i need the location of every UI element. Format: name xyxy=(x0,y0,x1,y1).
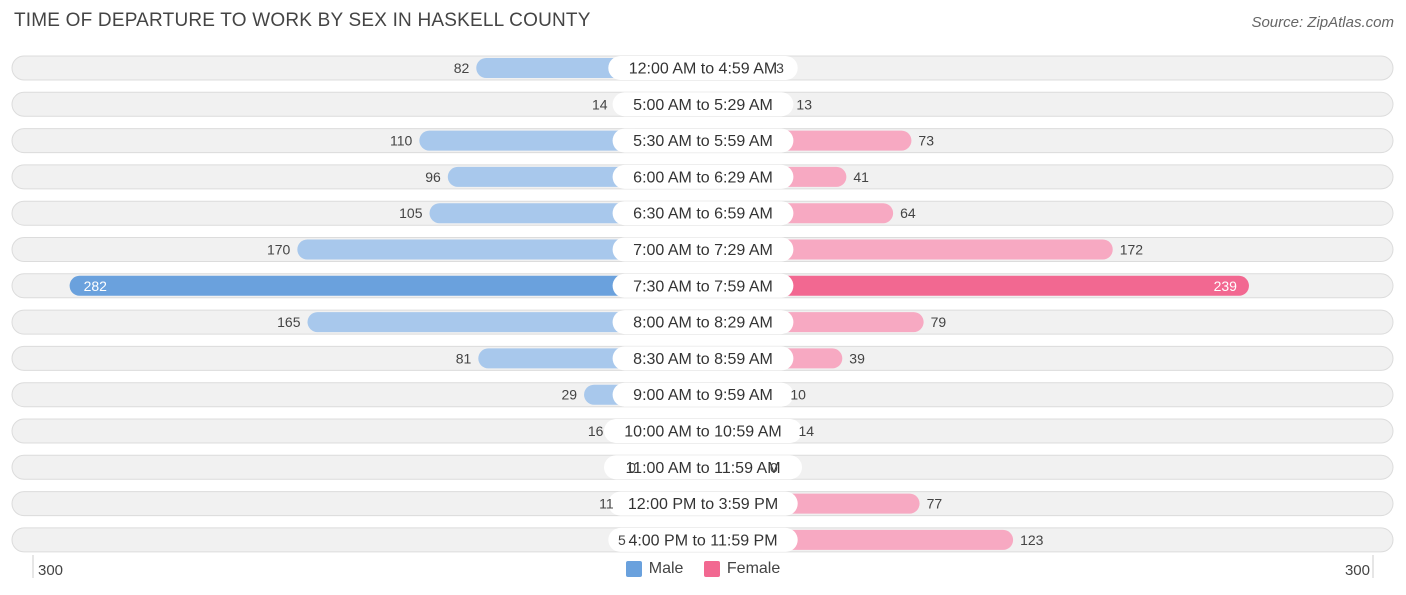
category-label-bg xyxy=(608,56,798,80)
value-label-male: 110 xyxy=(390,133,413,149)
axis-label-right: 300 xyxy=(1344,562,1370,579)
bar-female xyxy=(703,239,1113,260)
legend: Male Female xyxy=(0,560,1406,582)
value-label-male: 11 xyxy=(599,496,614,512)
source-label: Source: ZipAtlas.com xyxy=(1251,14,1394,31)
axis-label-left: 300 xyxy=(38,562,64,579)
bar-male xyxy=(69,275,704,296)
legend-label-female: Female xyxy=(726,560,781,577)
value-label-male: 282 xyxy=(84,278,108,294)
value-label-female: 14 xyxy=(798,423,814,439)
category-label-bg xyxy=(612,382,794,407)
category-label-bg xyxy=(608,491,798,516)
category-label-bg xyxy=(612,346,794,371)
value-label-male: 82 xyxy=(454,60,470,76)
category-label-bg xyxy=(604,455,802,480)
bar-male xyxy=(307,312,703,333)
category-label: 7:30 AM to 7:59 AM xyxy=(633,278,773,295)
category-label: 6:00 AM to 6:29 AM xyxy=(633,169,773,186)
value-label-female: 123 xyxy=(1020,532,1044,548)
category-label: 12:00 AM to 4:59 AM xyxy=(629,61,778,78)
category-label: 6:30 AM to 6:59 AM xyxy=(633,206,773,223)
category-label: 7:00 AM to 7:29 AM xyxy=(633,242,773,259)
category-label: 5:30 AM to 5:59 AM xyxy=(633,133,773,150)
category-label-bg xyxy=(612,310,794,335)
value-label-male: 5 xyxy=(618,532,626,548)
legend-swatch-male xyxy=(625,561,642,577)
value-label-male: 0 xyxy=(628,459,636,475)
value-label-male: 16 xyxy=(588,423,604,439)
category-label: 4:00 PM to 11:59 PM xyxy=(628,532,777,549)
bar-male xyxy=(297,239,703,260)
value-label-female: 41 xyxy=(853,169,869,185)
value-label-female: 239 xyxy=(1214,278,1238,294)
category-label: 10:00 AM to 10:59 AM xyxy=(624,424,781,441)
value-label-male: 81 xyxy=(456,350,472,366)
value-label-female: 0 xyxy=(770,459,778,475)
category-label: 8:00 AM to 8:29 AM xyxy=(633,315,773,332)
value-label-male: 165 xyxy=(277,314,301,330)
value-label-male: 29 xyxy=(561,387,577,403)
category-label: 12:00 PM to 3:59 PM xyxy=(628,496,778,513)
category-label: 9:00 AM to 9:59 AM xyxy=(633,387,773,404)
chart-title: TIME OF DEPARTURE TO WORK BY SEX IN HASK… xyxy=(14,10,591,31)
category-label: 11:00 AM to 11:59 AM xyxy=(625,460,780,477)
category-label-bg xyxy=(612,237,794,262)
value-label-male: 170 xyxy=(267,242,291,258)
category-label-bg xyxy=(608,527,798,552)
legend-item-female[interactable]: Female xyxy=(703,560,781,578)
value-label-female: 77 xyxy=(927,496,943,512)
category-label-bg xyxy=(612,164,794,189)
value-label-male: 96 xyxy=(425,169,441,185)
value-label-female: 79 xyxy=(931,314,947,330)
category-label-bg xyxy=(612,201,794,226)
legend-item-male[interactable]: Male xyxy=(625,560,684,578)
value-label-female: 13 xyxy=(796,96,812,112)
value-label-female: 39 xyxy=(849,350,865,366)
value-label-female: 73 xyxy=(918,133,934,149)
category-label-bg xyxy=(604,419,802,443)
category-label-bg xyxy=(612,92,794,117)
category-label: 5:00 AM to 5:29 AM xyxy=(633,97,773,114)
value-label-female: 3 xyxy=(776,60,784,76)
category-label: 8:30 AM to 8:59 AM xyxy=(633,351,773,368)
value-label-male: 14 xyxy=(592,96,608,112)
value-label-female: 10 xyxy=(790,387,806,403)
value-label-male: 105 xyxy=(399,205,423,221)
value-label-female: 64 xyxy=(900,205,916,221)
bar-female xyxy=(703,275,1249,296)
category-label-bg xyxy=(612,128,794,153)
category-label-bg xyxy=(612,273,794,298)
legend-swatch-female xyxy=(703,561,720,577)
legend-label-male: Male xyxy=(648,560,684,577)
value-label-female: 172 xyxy=(1120,242,1144,258)
